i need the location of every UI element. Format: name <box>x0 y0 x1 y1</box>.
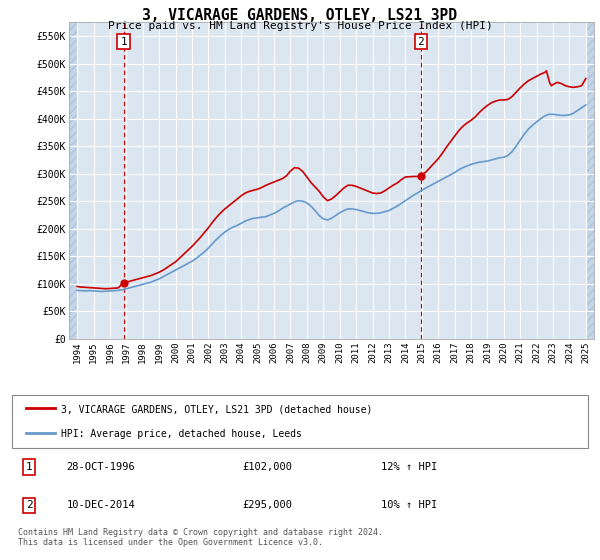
Text: 3, VICARAGE GARDENS, OTLEY, LS21 3PD: 3, VICARAGE GARDENS, OTLEY, LS21 3PD <box>143 8 458 24</box>
Text: 3, VICARAGE GARDENS, OTLEY, LS21 3PD (detached house): 3, VICARAGE GARDENS, OTLEY, LS21 3PD (de… <box>61 404 373 414</box>
Text: 28-OCT-1996: 28-OCT-1996 <box>67 462 136 472</box>
Text: HPI: Average price, detached house, Leeds: HPI: Average price, detached house, Leed… <box>61 429 302 439</box>
Text: 12% ↑ HPI: 12% ↑ HPI <box>380 462 437 472</box>
Text: £295,000: £295,000 <box>242 501 292 510</box>
Text: 2: 2 <box>26 501 32 510</box>
Text: 1: 1 <box>120 36 127 46</box>
Bar <box>586 22 594 339</box>
Bar <box>69 22 77 339</box>
Text: Contains HM Land Registry data © Crown copyright and database right 2024.
This d: Contains HM Land Registry data © Crown c… <box>18 528 383 547</box>
Text: £102,000: £102,000 <box>242 462 292 472</box>
Text: 2: 2 <box>418 36 424 46</box>
Text: 10-DEC-2014: 10-DEC-2014 <box>67 501 136 510</box>
FancyBboxPatch shape <box>12 395 588 448</box>
Text: 1: 1 <box>26 462 32 472</box>
Text: Price paid vs. HM Land Registry's House Price Index (HPI): Price paid vs. HM Land Registry's House … <box>107 21 493 31</box>
Text: 10% ↑ HPI: 10% ↑ HPI <box>380 501 437 510</box>
